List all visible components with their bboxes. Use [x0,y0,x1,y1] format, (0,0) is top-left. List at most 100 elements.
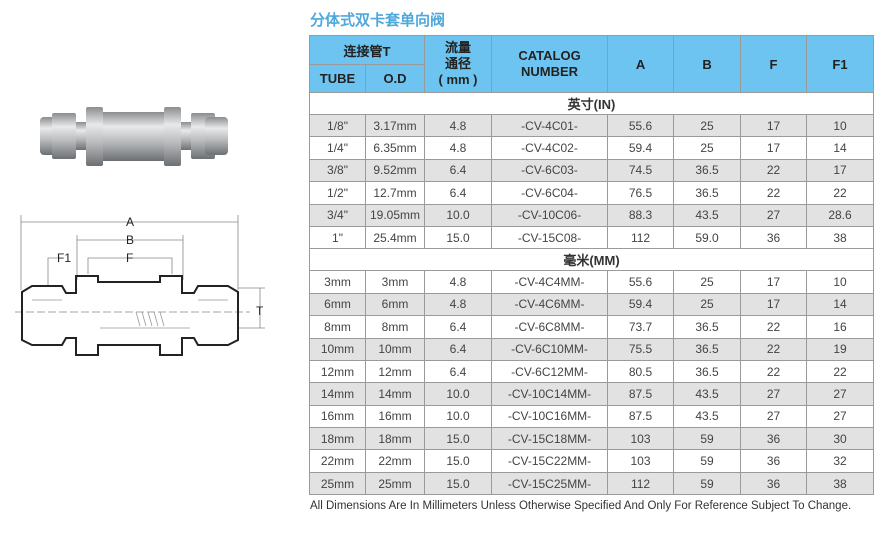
table-row: 1/8" 3.17mm 4.8 -CV-4C01- 55.6 25 17 10 [309,113,875,138]
cell-f1: 22 [806,181,875,205]
cell-b: 59.0 [673,225,742,250]
cell-f1: 27 [806,404,875,429]
cell-f1: 19 [806,337,875,361]
cell-f: 22 [740,359,808,384]
cell-a: 59.4 [607,136,675,160]
cell-a: 87.5 [607,404,675,429]
cell-flow: 4.8 [424,113,493,138]
cell-f: 22 [740,315,808,339]
cell-flow: 4.8 [424,292,493,317]
cell-b: 36.5 [673,158,742,183]
cell-f1: 16 [806,315,875,339]
cell-catalog-number: -CV-6C12MM- [491,359,609,384]
header-flow-line: 通径 [445,56,472,71]
section-row: 毫米(MM) [308,248,875,272]
cell-od: 9.52mm [364,158,426,183]
cell-tube: 3/4" [309,203,366,227]
product-illustration: A B F F1 T [15,107,265,356]
cell-tube: 6mm [309,292,366,317]
cell-catalog-number: -CV-15C25MM- [491,471,609,496]
cell-catalog-number: -CV-15C18MM- [491,427,609,451]
table-row: 1" 25.4mm 15.0 -CV-15C08- 112 59.0 36 38 [309,225,875,250]
cell-f: 17 [740,113,808,138]
cell-flow: 6.4 [424,181,493,205]
cell-a: 55.6 [607,113,675,138]
cell-b: 36.5 [673,337,742,361]
table-row: 14mm 14mm 10.0 -CV-10C14MM- 87.5 43.5 27 27 [309,382,875,406]
cell-od: 12.7mm [364,181,426,205]
cell-f: 17 [740,136,808,160]
cell-a: 55.6 [607,270,675,294]
cell-f: 36 [740,471,808,496]
cell-od: 18mm [364,427,426,451]
cell-tube: 1/8" [309,113,366,138]
cell-flow: 6.4 [424,337,493,361]
cell-catalog-number: -CV-10C16MM- [491,404,609,429]
table-row: 16mm 16mm 10.0 -CV-10C16MM- 87.5 43.5 27 27 [309,404,875,429]
cell-tube: 16mm [309,404,366,429]
cell-f1: 38 [806,471,875,496]
table-row: 25mm 25mm 15.0 -CV-15C25MM- 112 59 36 38 [309,471,875,496]
cell-f: 36 [740,427,808,451]
table-row: 1/4" 6.35mm 4.8 -CV-4C02- 59.4 25 17 14 [309,136,875,160]
header-catalog-line: CATALOG [518,48,581,63]
cell-a: 73.7 [607,315,675,339]
cell-od: 6.35mm [364,136,426,160]
cell-tube: 1/2" [309,181,366,205]
header-tube: TUBE [309,64,366,93]
cell-a: 76.5 [607,181,675,205]
page-title: 分体式双卡套单向阀 [310,12,446,29]
table-row: 1/2" 12.7mm 6.4 -CV-6C04- 76.5 36.5 22 22 [309,181,875,205]
footnote: All Dimensions Are In Millimeters Unless… [310,500,852,512]
cell-f1: 14 [806,136,875,160]
cell-catalog-number: -CV-4C4MM- [491,270,609,294]
cell-b: 59 [673,427,742,451]
table-row: 22mm 22mm 15.0 -CV-15C22MM- 103 59 36 32 [309,449,875,473]
cell-f: 17 [740,292,808,317]
dimension-label-f: F [126,251,133,265]
dimension-label-b: B [126,233,134,247]
cell-od: 10mm [364,337,426,361]
cell-f: 27 [740,404,808,429]
cell-b: 36.5 [673,181,742,205]
header-f1: F1 [806,35,875,93]
dimension-label-t: T [256,304,264,318]
cell-tube: 25mm [309,471,366,496]
cell-b: 25 [673,270,742,294]
table-row: 18mm 18mm 15.0 -CV-15C18MM- 103 59 36 30 [309,427,875,451]
cell-b: 36.5 [673,359,742,384]
cell-b: 43.5 [673,382,742,406]
section-label: 英寸(IN) [308,92,875,115]
cell-f: 36 [740,225,808,250]
cell-tube: 3/8" [309,158,366,183]
dimension-drawing [15,215,265,356]
cell-catalog-number: -CV-10C06- [491,203,609,227]
cell-b: 43.5 [673,404,742,429]
cell-f1: 32 [806,449,875,473]
header-a: A [607,35,675,93]
cell-flow: 10.0 [424,404,493,429]
cell-flow: 4.8 [424,270,493,294]
cell-f: 36 [740,449,808,473]
header-flow: 流量 通径 ( mm ) [424,35,493,93]
header-catalog-line: NUMBER [520,64,579,79]
cell-tube: 3mm [309,270,366,294]
cell-a: 74.5 [607,158,675,183]
cell-od: 25mm [364,471,426,496]
cell-f1: 14 [806,292,875,317]
cell-tube: 10mm [309,337,366,361]
valve-photo [40,107,228,166]
cell-catalog-number: -CV-4C02- [491,136,609,160]
cell-a: 80.5 [607,359,675,384]
cell-f1: 27 [806,382,875,406]
cell-od: 16mm [364,404,426,429]
cell-flow: 15.0 [424,225,493,250]
spec-table: 连接管T 流量 通径 ( mm ) CATALOG NUMBER A B F F… [308,35,875,496]
cell-a: 88.3 [607,203,675,227]
cell-flow: 6.4 [424,359,493,384]
cell-a: 103 [607,449,675,473]
dimension-label-a: A [126,215,134,229]
cell-f1: 17 [806,158,875,183]
cell-catalog-number: -CV-15C08- [491,225,609,250]
cell-f1: 22 [806,359,875,384]
